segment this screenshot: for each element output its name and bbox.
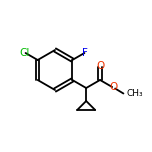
Text: F: F: [82, 48, 88, 58]
Text: O: O: [109, 82, 117, 92]
Text: Cl: Cl: [19, 48, 30, 58]
Text: O: O: [96, 61, 104, 71]
Text: CH₃: CH₃: [126, 89, 143, 98]
